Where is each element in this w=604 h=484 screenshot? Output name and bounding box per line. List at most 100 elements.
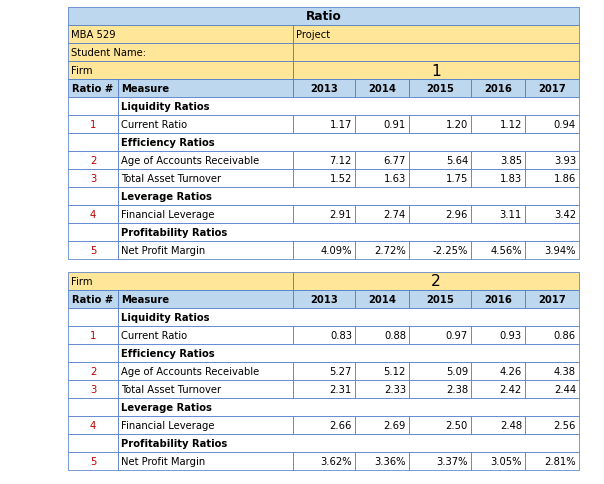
Bar — [471, 452, 525, 469]
Text: 2.38: 2.38 — [446, 384, 468, 394]
Bar — [525, 170, 579, 188]
Bar — [293, 326, 355, 344]
Bar — [68, 62, 293, 80]
Bar — [355, 362, 409, 380]
Text: Age of Accounts Receivable: Age of Accounts Receivable — [121, 156, 259, 166]
Bar — [525, 362, 579, 380]
Bar — [471, 290, 525, 308]
Bar — [118, 344, 579, 362]
Text: 0.91: 0.91 — [384, 120, 406, 130]
Bar — [68, 206, 118, 224]
Text: 4: 4 — [90, 210, 96, 220]
Text: 2014: 2014 — [368, 294, 396, 304]
Bar — [293, 272, 579, 290]
Bar — [293, 26, 579, 44]
Bar — [68, 326, 118, 344]
Bar — [355, 326, 409, 344]
Bar — [68, 380, 118, 398]
Text: 1: 1 — [90, 120, 96, 130]
Bar — [118, 206, 293, 224]
Text: 0.94: 0.94 — [554, 120, 576, 130]
Bar — [293, 151, 355, 170]
Text: 2017: 2017 — [538, 294, 566, 304]
Text: 4: 4 — [90, 420, 96, 430]
Text: 6.77: 6.77 — [384, 156, 406, 166]
Bar — [68, 362, 118, 380]
Text: Student Name:: Student Name: — [71, 48, 146, 58]
Text: 2.74: 2.74 — [384, 210, 406, 220]
Bar — [471, 151, 525, 170]
Bar — [68, 151, 118, 170]
Text: 1.17: 1.17 — [330, 120, 352, 130]
Bar — [409, 151, 471, 170]
Bar — [68, 80, 118, 98]
Bar — [525, 416, 579, 434]
Text: 0.88: 0.88 — [384, 330, 406, 340]
Bar — [355, 416, 409, 434]
Text: Liquidity Ratios: Liquidity Ratios — [121, 102, 210, 112]
Bar — [525, 326, 579, 344]
Text: Leverage Ratios: Leverage Ratios — [121, 192, 212, 201]
Bar — [293, 362, 355, 380]
Text: 5.12: 5.12 — [384, 366, 406, 376]
Text: 5.64: 5.64 — [446, 156, 468, 166]
Text: Measure: Measure — [121, 294, 169, 304]
Bar — [68, 8, 579, 26]
Bar — [525, 242, 579, 259]
Text: Net Profit Margin: Net Profit Margin — [121, 455, 205, 466]
Text: 2.91: 2.91 — [330, 210, 352, 220]
Bar — [355, 80, 409, 98]
Bar — [525, 452, 579, 469]
Bar — [409, 452, 471, 469]
Text: Ratio #: Ratio # — [72, 294, 114, 304]
Text: 2.48: 2.48 — [500, 420, 522, 430]
Bar — [293, 380, 355, 398]
Bar — [293, 116, 355, 134]
Bar — [355, 290, 409, 308]
Text: 0.83: 0.83 — [330, 330, 352, 340]
Bar — [525, 151, 579, 170]
Bar — [525, 206, 579, 224]
Text: 2013: 2013 — [310, 294, 338, 304]
Text: Current Ratio: Current Ratio — [121, 120, 187, 130]
Bar — [293, 80, 355, 98]
Text: Profitability Ratios: Profitability Ratios — [121, 438, 227, 448]
Bar — [118, 134, 579, 151]
Bar — [68, 188, 118, 206]
Text: 2: 2 — [90, 156, 96, 166]
Bar — [118, 80, 293, 98]
Bar — [118, 398, 579, 416]
Bar — [471, 170, 525, 188]
Text: 3.42: 3.42 — [554, 210, 576, 220]
Text: 3.62%: 3.62% — [320, 455, 352, 466]
Text: Ratio #: Ratio # — [72, 84, 114, 94]
Bar — [471, 206, 525, 224]
Bar — [409, 206, 471, 224]
Text: 3.11: 3.11 — [500, 210, 522, 220]
Text: Financial Leverage: Financial Leverage — [121, 420, 214, 430]
Text: 4.26: 4.26 — [500, 366, 522, 376]
Text: Measure: Measure — [121, 84, 169, 94]
Text: 1: 1 — [90, 330, 96, 340]
Bar — [68, 398, 118, 416]
Bar — [68, 452, 118, 469]
Text: Profitability Ratios: Profitability Ratios — [121, 227, 227, 238]
Text: 1.75: 1.75 — [446, 174, 468, 183]
Text: 3.94%: 3.94% — [544, 245, 576, 256]
Bar — [409, 326, 471, 344]
Text: 1.52: 1.52 — [330, 174, 352, 183]
Text: 2016: 2016 — [484, 84, 512, 94]
Bar — [118, 380, 293, 398]
Text: 2.56: 2.56 — [554, 420, 576, 430]
Bar — [68, 416, 118, 434]
Text: 3: 3 — [90, 174, 96, 183]
Bar — [118, 98, 579, 116]
Bar — [68, 224, 118, 242]
Text: Ratio: Ratio — [306, 11, 341, 23]
Text: Total Asset Turnover: Total Asset Turnover — [121, 174, 221, 183]
Text: 7.12: 7.12 — [330, 156, 352, 166]
Text: 2.96: 2.96 — [446, 210, 468, 220]
Text: 1: 1 — [431, 63, 441, 78]
Text: 2: 2 — [431, 273, 441, 288]
Bar — [355, 380, 409, 398]
